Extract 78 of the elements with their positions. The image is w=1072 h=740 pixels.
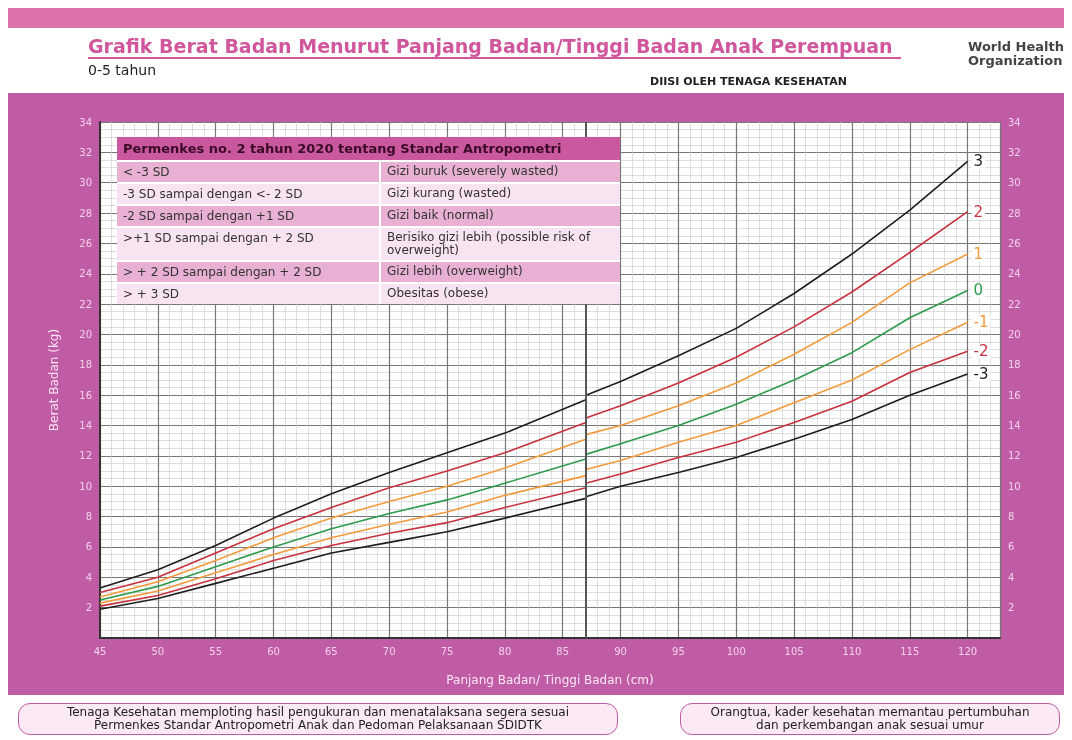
x-tick-label: 75 [440, 645, 454, 657]
y-tick-label: 12 [79, 450, 92, 462]
y-tick-label: 14 [79, 420, 92, 432]
x-tick-label: 105 [784, 645, 804, 657]
text: World Health Organization [968, 39, 1065, 68]
y-tick-label: 4 [85, 571, 92, 583]
y-tick-label: 18 [79, 359, 92, 371]
y2-tick-label: 24 [1008, 268, 1021, 280]
x-tick-label: 115 [900, 645, 920, 657]
annotation: > + 3 SD [117, 284, 381, 304]
y2-tick-label: 2 [1008, 602, 1015, 614]
series-label: 2 [973, 202, 984, 221]
annotation: Gizi baik (normal) [386, 207, 495, 224]
x-tick-label: 90 [614, 645, 627, 657]
y-tick-label: 26 [79, 237, 92, 249]
y2-tick-label: 18 [1008, 359, 1021, 371]
y-tick-label: 2 [85, 602, 92, 614]
y2-tick-label: 20 [1008, 328, 1021, 340]
x-tick-label: 60 [267, 645, 280, 657]
y-tick-label: 16 [79, 389, 92, 401]
y2-tick-label: 6 [1008, 541, 1015, 553]
y-tick-label: 10 [79, 480, 92, 492]
y-axis-title: Berat Badan (kg) [47, 328, 61, 432]
series-label: -1 [973, 313, 989, 332]
x-tick-label: 65 [325, 645, 338, 657]
y-tick-label: 32 [79, 146, 92, 158]
y-tick-label: 28 [79, 207, 92, 219]
x-tick-label: 80 [498, 645, 512, 657]
annotation: < -3 SD [117, 162, 381, 182]
y-tick-label: 24 [79, 268, 92, 280]
y2-tick-label: 4 [1008, 571, 1015, 583]
y-tick-label: 30 [79, 177, 92, 189]
y2-tick-label: 12 [1008, 450, 1021, 462]
y2-tick-label: 26 [1008, 237, 1021, 249]
y2-tick-label: 10 [1008, 480, 1021, 492]
series-label: 0 [973, 281, 984, 300]
y-tick-label: 22 [79, 298, 92, 310]
y2-tick-label: 30 [1008, 177, 1021, 189]
series-label: -2 [973, 342, 989, 361]
x-axis-title: Panjang Badan/ Tinggi Badan (cm) [446, 673, 654, 687]
y-tick-label: 8 [85, 511, 92, 523]
annotation: Berisiko gizi lebih (possible risk of overweight) [386, 229, 592, 259]
annotation: -3 SD sampai dengan <- 2 SD [117, 184, 381, 204]
annotation: Permenkes no. 2 tahun 2020 tentang Standar Antropometri [117, 137, 620, 160]
x-tick-label: 45 [93, 645, 107, 657]
annotation: Gizi buruk (severely wasted) [386, 163, 560, 180]
series-label: 3 [973, 152, 984, 171]
text: DIISI OLEH TENAGA KESEHATAN [650, 75, 847, 88]
x-tick-label: 50 [151, 645, 165, 657]
x-tick-label: 95 [672, 645, 685, 657]
chart-title: Grafik Berat Badan Menurut Panjang Badan/Tinggi Badan Anak Perempuan [88, 35, 901, 59]
y-tick-label: 34 [79, 116, 92, 128]
x-tick-label: 120 [958, 645, 978, 657]
annotation: -2 SD sampai dengan +1 SD [117, 206, 381, 226]
y2-tick-label: 8 [1008, 511, 1015, 523]
annotation: >+1 SD sampai dengan + 2 SD [117, 228, 381, 260]
annotation: Obesitas (obese) [386, 285, 490, 302]
x-tick-label: 55 [209, 645, 223, 657]
x-tick-label: 110 [842, 645, 862, 657]
series-label: -3 [973, 364, 989, 383]
chart-subtitle: 0-5 tahun [88, 62, 157, 78]
y2-tick-label: 16 [1008, 389, 1021, 401]
annotation: Gizi kurang (wasted) [386, 185, 513, 202]
y2-tick-label: 28 [1008, 207, 1021, 219]
y-tick-label: 6 [85, 541, 92, 553]
x-tick-label: 70 [382, 645, 396, 657]
x-tick-label: 100 [726, 645, 746, 657]
text: Tenaga Kesehatan memploting hasil pengukuran dan menatalaksana segera sesuai Permenkes Standar Antropometri Anak dan Pedoman Pelaksanaan SDIDTK [18, 703, 618, 735]
y2-tick-label: 32 [1008, 146, 1021, 158]
y2-tick-label: 34 [1008, 116, 1021, 128]
y-tick-label: 20 [79, 328, 92, 340]
annotation: > + 2 SD sampai dengan + 2 SD [117, 262, 381, 282]
y2-tick-label: 22 [1008, 298, 1021, 310]
y2-tick-label: 14 [1008, 420, 1021, 432]
x-tick-label: 85 [556, 645, 570, 657]
text: Orangtua, kader kesehatan memantau pertumbuhan dan perkembangan anak sesuai umur [680, 703, 1060, 735]
annotation: Gizi lebih (overweight) [386, 263, 524, 280]
series-label: 1 [973, 245, 984, 264]
